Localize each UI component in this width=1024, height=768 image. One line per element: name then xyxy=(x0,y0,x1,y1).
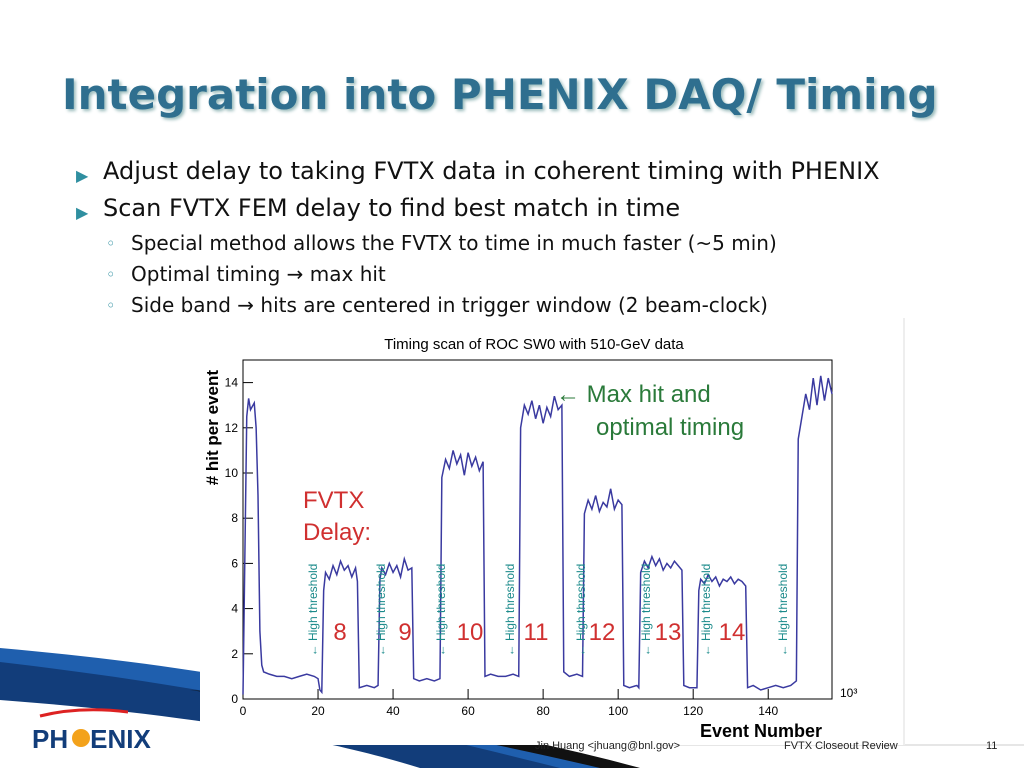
x-tick-label: 140 xyxy=(758,704,778,718)
x-tick-label: 60 xyxy=(461,704,475,718)
y-tick-label: 10 xyxy=(225,466,239,480)
annotation: FVTX xyxy=(303,487,364,514)
chart-title: Timing scan of ROC SW0 with 510-GeV data xyxy=(384,336,684,353)
threshold-label: ← High threshold xyxy=(699,564,713,657)
bullet-marker: ◦ xyxy=(106,265,116,284)
x-tick-label: 20 xyxy=(311,704,325,718)
logo: PH ENIX xyxy=(32,724,151,755)
footer-author: Jin Huang <jhuang@bnl.gov> xyxy=(535,740,681,752)
x-tick-label: 100 xyxy=(608,704,628,718)
annotation: optimal timing xyxy=(596,414,744,441)
bullet-marker: ▶ xyxy=(76,203,89,222)
threshold-label: ← High threshold xyxy=(503,564,517,657)
sub-bullet: Special method allows the FVTX to time i… xyxy=(131,231,777,255)
y-tick-label: 8 xyxy=(231,511,238,525)
chart: Timing scan of ROC SW0 with 510-GeV data… xyxy=(200,318,905,745)
logo-text: ENIX xyxy=(90,724,151,754)
logo-arc xyxy=(39,708,129,718)
x-tick-label: 80 xyxy=(536,704,550,718)
threshold-label: ← High threshold xyxy=(306,564,320,657)
x-tick-label: 120 xyxy=(683,704,703,718)
delay-value: 11 xyxy=(524,619,549,646)
annotation: ← Max hit and xyxy=(556,381,711,408)
series-line xyxy=(242,375,833,695)
footer-event: FVTX Closeout Review xyxy=(784,740,898,752)
sub-bullet: Side band → hits are centered in trigger… xyxy=(131,293,768,317)
delay-value: 9 xyxy=(398,619,411,646)
y-tick-label: 12 xyxy=(225,421,239,435)
delay-value: 8 xyxy=(333,619,346,646)
bullet: Scan FVTX FEM delay to find best match i… xyxy=(103,194,681,222)
bullet-marker: ◦ xyxy=(106,234,116,253)
y-tick-label: 2 xyxy=(231,647,238,661)
y-tick-label: 6 xyxy=(231,556,238,570)
delay-value: 12 xyxy=(589,619,616,646)
x-multiplier: 10³ xyxy=(840,686,857,700)
threshold-label: ← High threshold xyxy=(434,564,448,657)
bullet-marker: ▶ xyxy=(76,166,89,185)
plot-frame xyxy=(242,359,833,700)
threshold-label: ← High threshold xyxy=(374,564,388,657)
threshold-label: ← High threshold xyxy=(639,564,653,657)
page-number: 11 xyxy=(986,740,998,752)
annotation: Delay: xyxy=(303,519,371,546)
delay-value: 10 xyxy=(457,619,484,646)
logo-sun xyxy=(72,729,90,747)
threshold-label: ← High threshold xyxy=(574,564,588,657)
sub-bullet: Optimal timing → max hit xyxy=(131,262,386,286)
swoosh xyxy=(190,690,640,768)
y-axis-label: # hit per event xyxy=(203,370,222,486)
delay-value: 13 xyxy=(655,619,682,646)
bullet-marker: ◦ xyxy=(106,296,116,315)
y-tick-label: 14 xyxy=(225,376,239,390)
logo-text: PH xyxy=(32,724,69,754)
chart-bg xyxy=(200,318,905,745)
x-tick-label: 40 xyxy=(386,704,400,718)
y-tick-label: 0 xyxy=(231,692,238,706)
bullet: Adjust delay to taking FVTX data in cohe… xyxy=(103,157,880,185)
delay-value: 14 xyxy=(719,619,746,646)
x-tick-label: 0 xyxy=(240,704,247,718)
x-axis-label: Event Number xyxy=(700,721,822,741)
threshold-label: ← High threshold xyxy=(776,564,790,657)
slide-title: Integration into PHENIX DAQ/ Timing xyxy=(62,70,938,119)
y-tick-label: 4 xyxy=(231,602,238,616)
